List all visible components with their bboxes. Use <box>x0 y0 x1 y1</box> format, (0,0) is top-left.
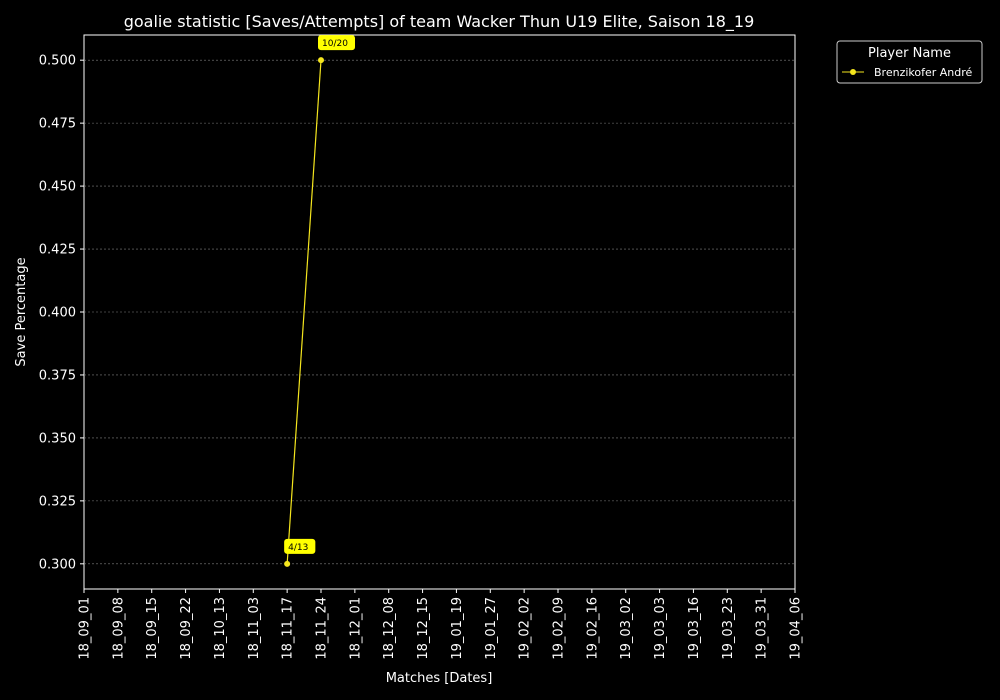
y-tick-label: 0.325 <box>39 494 76 509</box>
x-axis: 18_09_01 18_09_08 18_09_15 18_09_22 18_10_13… <box>78 589 804 660</box>
x-tick-label: 18_11_17 <box>281 597 296 660</box>
x-tick-label: 19_03_31 <box>755 597 770 660</box>
data-label-box <box>284 538 316 554</box>
x-tick-label: 19_01_27 <box>484 597 499 660</box>
data-point <box>318 57 324 64</box>
y-tick-label: 0.425 <box>39 243 76 258</box>
chart-title: goalie statistic [Saves/Attempts] of tea… <box>124 12 755 32</box>
legend-entry-label: Brenzikofer André <box>874 66 973 79</box>
series-line <box>286 60 322 564</box>
data-label-box <box>318 35 355 51</box>
x-tick-label: 19_02_02 <box>518 597 533 660</box>
x-tick-label: 19_02_09 <box>552 597 567 660</box>
x-tick-label: 18_11_24 <box>315 597 330 660</box>
x-tick-label: 19_03_16 <box>687 597 702 660</box>
data-label: 10/20 <box>322 39 348 49</box>
data-label: 4/13 <box>288 543 308 553</box>
x-tick-label: 19_02_16 <box>585 597 600 660</box>
x-tick-label: 18_12_08 <box>382 597 397 660</box>
legend-box <box>836 40 983 84</box>
x-tick-label: 18_09_15 <box>145 597 160 660</box>
x-tick-label: 18_11_03 <box>247 597 262 660</box>
data-point <box>284 560 291 567</box>
x-tick-label: 19_01_19 <box>450 597 465 660</box>
y-tick-label: 0.300 <box>39 557 76 572</box>
y-tick-label: 0.350 <box>39 431 76 446</box>
y-tick-label: 0.375 <box>39 368 76 383</box>
y-axis-label: Save Percentage <box>14 257 29 366</box>
x-tick-label: 18_12_15 <box>416 597 431 660</box>
x-tick-label: 18_09_22 <box>179 597 194 660</box>
y-tick-label: 0.475 <box>39 117 76 132</box>
x-tick-label: 19_03_23 <box>721 597 736 660</box>
x-tick-label: 19_03_03 <box>653 597 668 660</box>
legend-point-marker <box>850 69 856 75</box>
legend: Player Name Brenzikofer André <box>836 40 983 84</box>
x-tick-label: 18_09_01 <box>78 597 93 660</box>
x-tick-label: 19_03_02 <box>619 597 634 660</box>
x-tick-label: 18_10_13 <box>213 597 228 660</box>
y-tick-label: 0.500 <box>39 54 76 69</box>
grid-lines <box>84 59 795 565</box>
y-axis: 0.300 0.325 0.350 0.375 0.400 0.425 0.450 0.475… <box>39 54 84 572</box>
x-tick-label: 19_04_06 <box>789 597 804 660</box>
x-axis-label: Matches [Dates] <box>386 671 493 686</box>
x-tick-label: 18_12_01 <box>348 597 363 660</box>
y-tick-label: 0.400 <box>39 306 76 321</box>
y-tick-label: 0.450 <box>39 180 76 195</box>
legend-title: Player Name <box>868 46 951 61</box>
x-tick-label: 18_09_08 <box>111 597 126 660</box>
series-layer: 4/13 10/20 <box>284 35 355 567</box>
